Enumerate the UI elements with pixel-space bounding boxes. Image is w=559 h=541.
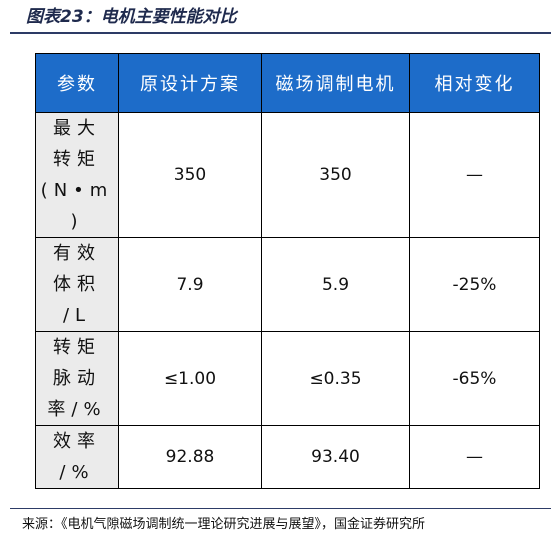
header-relative-change: 相对变化	[409, 53, 540, 113]
label-line: 体积	[53, 274, 101, 295]
cell-modulated-value: 350	[261, 112, 410, 238]
figure-title: 图表23：电机主要性能对比	[26, 7, 237, 27]
source-note: 来源：《电机气隙磁场调制统一理论研究进展与展望》，国金证券研究所	[22, 517, 426, 532]
table-row: 转矩 脉动 率/% ≤1.00 ≤0.35 -65%	[35, 331, 540, 426]
label-line: /L	[62, 305, 92, 326]
header-field-modulated-motor: 磁场调制电机	[261, 53, 410, 113]
label-line: )	[70, 211, 84, 232]
row-label-torque-ripple: 转矩 脉动 率/%	[35, 331, 119, 426]
header-original-design: 原设计方案	[118, 53, 262, 113]
label-line: 最大	[53, 118, 101, 139]
label-line: /%	[59, 462, 95, 483]
performance-comparison-table: 参数 原设计方案 磁场调制电机 相对变化 最大 转矩 (N•m ) 350 35…	[35, 53, 540, 489]
cell-original-value: 7.9	[118, 237, 262, 332]
table-row: 有效 体积 /L 7.9 5.9 -25%	[35, 237, 540, 332]
label-line: 转矩	[53, 337, 101, 358]
cell-modulated-value: 93.40	[261, 425, 410, 489]
label-line: 脉动	[53, 368, 101, 389]
header-parameter: 参数	[35, 53, 119, 113]
cell-change-value: —	[409, 425, 540, 489]
table-row: 最大 转矩 (N•m ) 350 350 —	[35, 112, 540, 238]
label-line: 效率	[53, 431, 101, 452]
cell-original-value: ≤1.00	[118, 331, 262, 426]
label-line: 有效	[53, 243, 101, 264]
row-label-effective-volume: 有效 体积 /L	[35, 237, 119, 332]
title-divider	[10, 32, 551, 34]
cell-original-value: 92.88	[118, 425, 262, 489]
cell-change-value: -25%	[409, 237, 540, 332]
source-divider	[10, 508, 551, 509]
cell-modulated-value: ≤0.35	[261, 331, 410, 426]
row-label-max-torque: 最大 转矩 (N•m )	[35, 112, 119, 238]
cell-change-value: -65%	[409, 331, 540, 426]
row-label-efficiency: 效率 /%	[35, 425, 119, 489]
label-line: (N•m	[40, 180, 114, 201]
label-line: 率/%	[47, 399, 107, 420]
cell-modulated-value: 5.9	[261, 237, 410, 332]
cell-change-value: —	[409, 112, 540, 238]
table-row: 效率 /% 92.88 93.40 —	[35, 425, 540, 489]
cell-original-value: 350	[118, 112, 262, 238]
table-header-row: 参数 原设计方案 磁场调制电机 相对变化	[35, 53, 540, 113]
label-line: 转矩	[53, 149, 101, 170]
